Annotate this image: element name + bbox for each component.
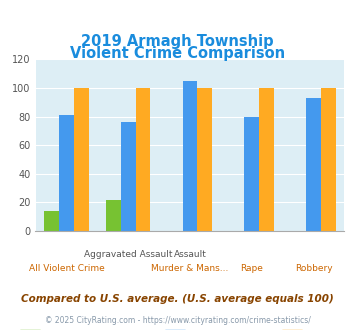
Text: Robbery: Robbery bbox=[295, 264, 332, 273]
Text: 2019 Armagh Township: 2019 Armagh Township bbox=[81, 34, 274, 49]
Bar bbox=[321, 88, 336, 231]
Text: Compared to U.S. average. (U.S. average equals 100): Compared to U.S. average. (U.S. average … bbox=[21, 294, 334, 304]
Legend: Armagh Township, Pennsylvania, National: Armagh Township, Pennsylvania, National bbox=[15, 326, 355, 330]
Bar bbox=[182, 81, 197, 231]
Bar bbox=[259, 88, 274, 231]
Bar bbox=[106, 200, 121, 231]
Bar bbox=[306, 98, 321, 231]
Text: Assault: Assault bbox=[174, 250, 206, 259]
Bar bbox=[244, 116, 259, 231]
Bar bbox=[59, 115, 74, 231]
Bar bbox=[74, 88, 89, 231]
Bar bbox=[121, 122, 136, 231]
Bar bbox=[44, 211, 59, 231]
Bar bbox=[197, 88, 212, 231]
Text: Aggravated Assault: Aggravated Assault bbox=[84, 250, 173, 259]
Text: All Violent Crime: All Violent Crime bbox=[28, 264, 104, 273]
Text: © 2025 CityRating.com - https://www.cityrating.com/crime-statistics/: © 2025 CityRating.com - https://www.city… bbox=[45, 315, 310, 325]
Text: Rape: Rape bbox=[240, 264, 263, 273]
Bar bbox=[136, 88, 151, 231]
Text: Violent Crime Comparison: Violent Crime Comparison bbox=[70, 46, 285, 61]
Text: Murder & Mans...: Murder & Mans... bbox=[151, 264, 229, 273]
